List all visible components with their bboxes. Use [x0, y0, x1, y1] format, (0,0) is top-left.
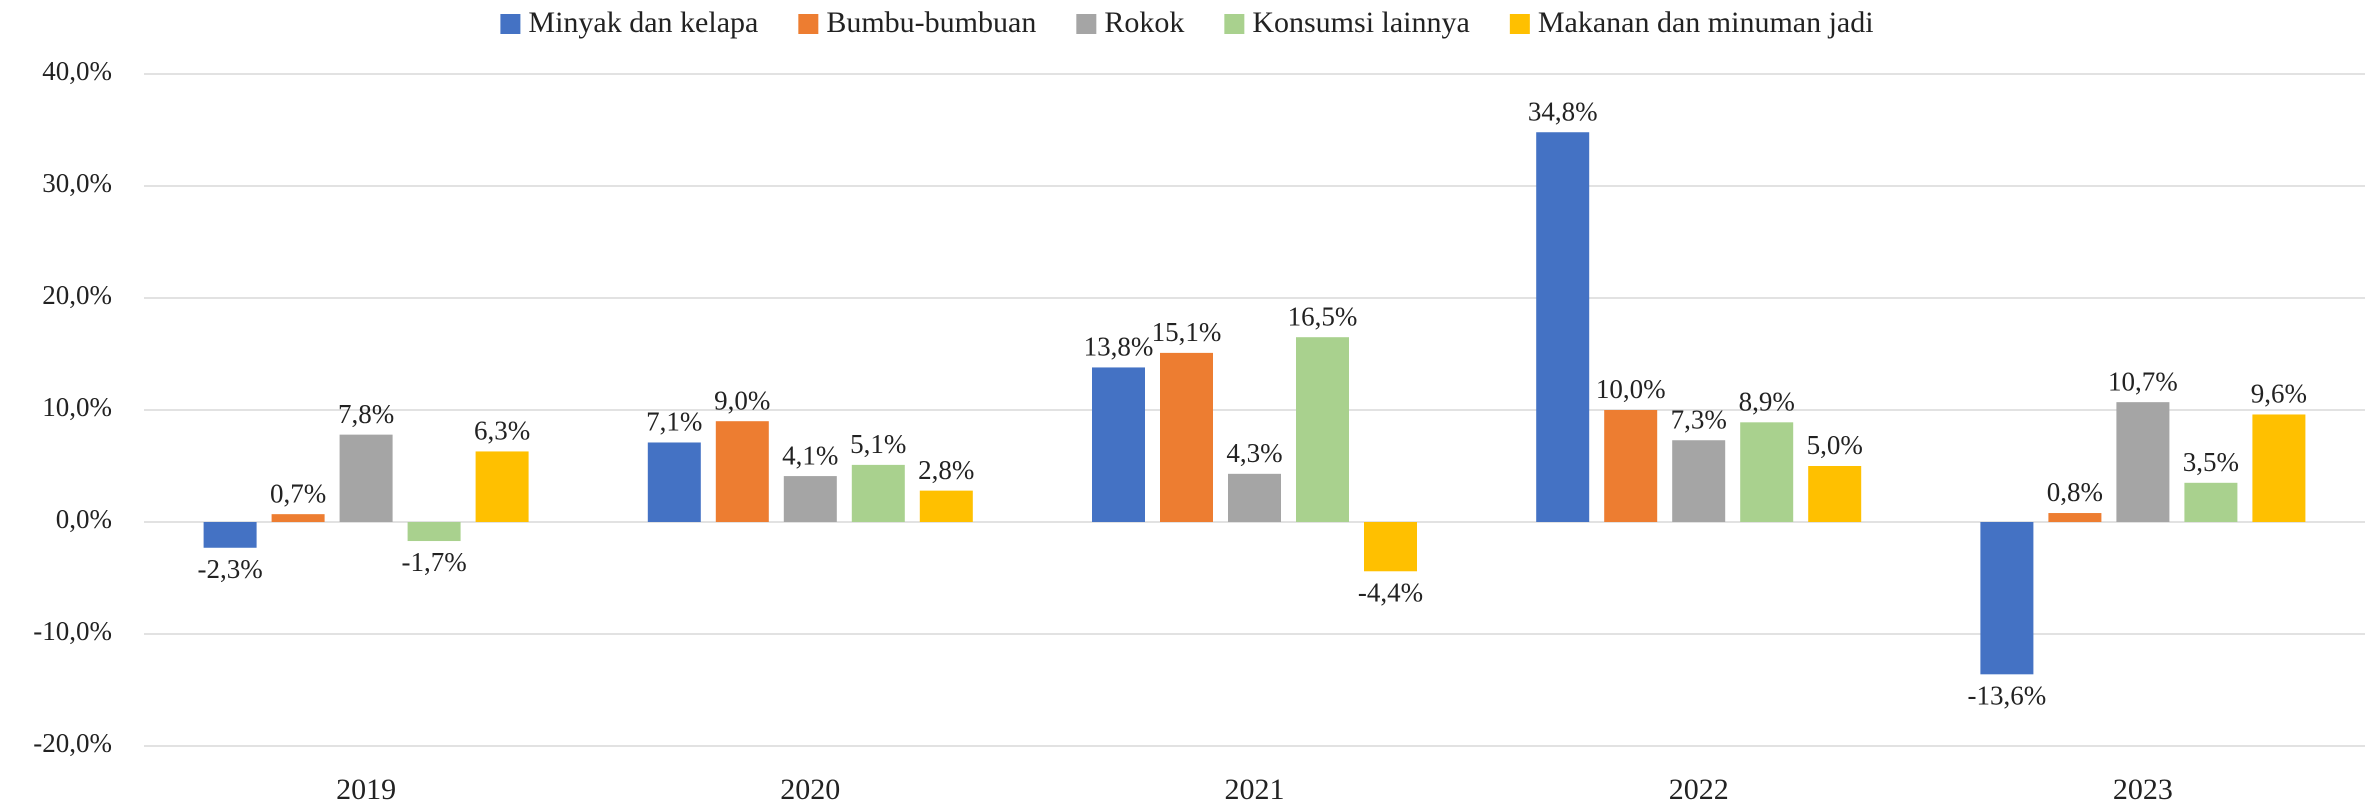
legend-label: Rokok: [1104, 6, 1184, 39]
data-label: 8,9%: [1739, 387, 1795, 417]
legend-swatch: [1076, 14, 1097, 34]
data-label: 10,7%: [2108, 366, 2178, 396]
data-label: 2,8%: [918, 455, 974, 485]
data-label: -2,3%: [197, 554, 262, 584]
legend-label: Makanan dan minuman jadi: [1538, 6, 1874, 39]
bar: [1364, 522, 1417, 572]
bar: [1980, 522, 2034, 675]
data-label: 13,8%: [1084, 332, 1154, 362]
legend-label: Minyak dan kelapa: [528, 6, 758, 39]
data-label: 10,0%: [1596, 374, 1666, 404]
data-label: -4,4%: [1358, 577, 1423, 607]
bar: [339, 434, 393, 522]
data-label: 4,3%: [1226, 438, 1282, 468]
data-label: 15,1%: [1152, 317, 1222, 347]
y-tick-label: -20,0%: [33, 728, 112, 758]
bar: [407, 522, 461, 542]
y-tick-label: 0,0%: [56, 504, 112, 534]
bar: [1092, 367, 1145, 522]
y-tick-label: 10,0%: [42, 392, 112, 422]
y-tick-label: 30,0%: [42, 168, 112, 198]
bar: [1536, 132, 1590, 523]
bar: [715, 421, 769, 522]
y-tick-label: 20,0%: [42, 280, 112, 310]
bar: [783, 476, 837, 522]
data-label: -1,7%: [401, 547, 466, 577]
bar: [1160, 352, 1213, 522]
data-label: 7,1%: [646, 407, 702, 437]
bar: [1672, 440, 1726, 522]
x-tick-label: 2021: [1225, 773, 1285, 806]
data-label: 0,7%: [270, 478, 326, 508]
data-label: 5,0%: [1807, 430, 1863, 460]
data-label: 3,5%: [2183, 447, 2239, 477]
data-label: 6,3%: [474, 416, 530, 446]
y-tick-label: 40,0%: [42, 56, 112, 86]
data-label: 9,6%: [2251, 379, 2307, 409]
x-tick-label: 2022: [1669, 773, 1729, 806]
legend-swatch: [1224, 14, 1245, 34]
bar: [475, 451, 529, 522]
data-label: 0,8%: [2047, 477, 2103, 507]
data-label: 9,0%: [714, 385, 770, 415]
data-label: 5,1%: [850, 429, 906, 459]
legend-swatch: [1509, 14, 1530, 34]
bar: [2252, 414, 2306, 522]
data-label: 4,1%: [782, 440, 838, 470]
legend-label: Konsumsi lainnya: [1252, 6, 1470, 39]
bar: [919, 490, 973, 522]
legend-label: Bumbu-bumbuan: [826, 6, 1036, 39]
x-tick-label: 2020: [780, 773, 840, 806]
data-label: 7,8%: [338, 399, 394, 429]
data-label: 7,3%: [1671, 404, 1727, 434]
bar: [1740, 422, 1794, 522]
legend-swatch: [798, 14, 819, 34]
bar: [1808, 466, 1862, 522]
bar: [2048, 513, 2102, 522]
bar: [2184, 482, 2238, 522]
x-tick-label: 2023: [2113, 773, 2173, 806]
data-label: 16,5%: [1288, 301, 1358, 331]
x-tick-label: 2019: [336, 773, 396, 806]
bar: [851, 464, 905, 522]
bar: [2116, 402, 2170, 522]
bar: [1604, 410, 1658, 522]
legend-swatch: [500, 14, 521, 34]
y-tick-label: -10,0%: [33, 616, 112, 646]
data-label: 34,8%: [1528, 96, 1598, 126]
bar: [1296, 337, 1349, 522]
bar: [271, 514, 325, 522]
bar: [647, 442, 701, 522]
data-label: -13,6%: [1968, 681, 2047, 711]
bar: [203, 522, 257, 548]
bar: [1228, 473, 1281, 522]
